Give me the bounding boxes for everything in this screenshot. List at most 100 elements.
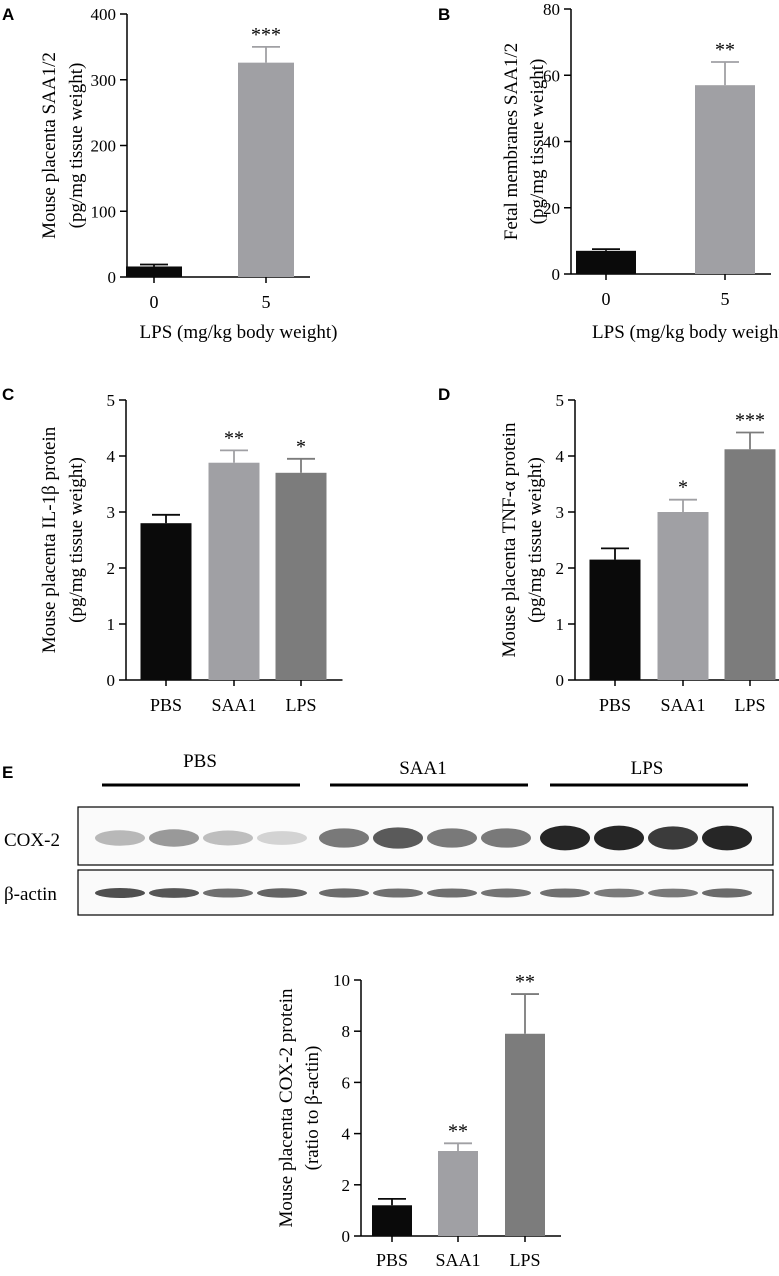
x-tick-label: 0 bbox=[150, 292, 159, 312]
blot-band bbox=[95, 888, 145, 898]
blot-band bbox=[257, 831, 307, 845]
blot-band bbox=[648, 888, 698, 898]
x-axis-label: LPS (mg/kg body weight) bbox=[592, 322, 779, 343]
x-tick-label: SAA1 bbox=[660, 695, 705, 715]
x-tick-label: 0 bbox=[602, 289, 611, 309]
significance-label: *** bbox=[251, 24, 281, 46]
significance-label: ** bbox=[515, 971, 535, 993]
y-tick-label: 2 bbox=[107, 559, 116, 578]
y-tick-label: 200 bbox=[91, 137, 117, 156]
x-axis-label: LPS (mg/kg body weight) bbox=[140, 322, 338, 343]
y-tick-label: 3 bbox=[107, 503, 116, 522]
blot-band bbox=[648, 826, 698, 850]
blot-group-label-saa1: SAA1 bbox=[399, 758, 447, 779]
blot-band bbox=[319, 828, 369, 848]
blot-group-label-pbs: PBS bbox=[183, 751, 217, 772]
blot-band bbox=[95, 830, 145, 846]
x-tick-label: LPS bbox=[734, 695, 765, 715]
y-tick-label: 2 bbox=[556, 559, 565, 578]
blot-band bbox=[540, 888, 590, 898]
panel-letter-e: E bbox=[2, 763, 13, 782]
y-axis-label: Mouse placenta IL-1β protein bbox=[39, 426, 60, 653]
y-tick-label: 4 bbox=[342, 1125, 351, 1144]
blot-band bbox=[149, 888, 199, 898]
x-tick-label: SAA1 bbox=[211, 695, 256, 715]
blot-band bbox=[481, 828, 531, 848]
y-tick-label: 5 bbox=[556, 391, 565, 410]
y-axis-label: Mouse placenta SAA1/2 bbox=[39, 52, 60, 239]
blot-band bbox=[203, 888, 253, 898]
y-tick-label: 300 bbox=[91, 71, 117, 90]
y-tick-label: 4 bbox=[107, 447, 116, 466]
y-tick-label: 6 bbox=[342, 1073, 351, 1092]
blot-band bbox=[540, 825, 590, 851]
y-tick-label: 3 bbox=[556, 503, 565, 522]
y-tick-label: 1 bbox=[556, 615, 565, 634]
bar bbox=[657, 512, 709, 680]
significance-label: * bbox=[678, 477, 688, 499]
bar bbox=[238, 62, 294, 277]
y-tick-label: 4 bbox=[556, 447, 565, 466]
x-tick-label: 5 bbox=[262, 292, 271, 312]
bar bbox=[576, 250, 636, 274]
blot-row-label-cox2: COX-2 bbox=[4, 830, 60, 851]
bar bbox=[589, 559, 641, 680]
y-tick-label: 0 bbox=[552, 265, 561, 284]
y-tick-label: 0 bbox=[556, 671, 565, 690]
chart-b: 0 20 40 60 80 0 ** 5 Fetal membranes SAA1/2 (pg/m… bbox=[501, 0, 779, 343]
y-tick-label: 0 bbox=[107, 671, 116, 690]
y-tick-label: 0 bbox=[342, 1227, 351, 1246]
y-axis-label: (pg/mg tissue weight) bbox=[527, 59, 548, 225]
y-axis-label: (pg/mg tissue weight) bbox=[66, 63, 87, 229]
bar bbox=[372, 1205, 412, 1236]
y-tick-label: 400 bbox=[91, 5, 117, 24]
y-axis-label: Fetal membranes SAA1/2 bbox=[501, 43, 522, 240]
significance-label: ** bbox=[224, 427, 244, 449]
blot-band bbox=[594, 825, 644, 851]
blot-band bbox=[427, 828, 477, 848]
y-axis-label: Mouse placenta TNF-α protein bbox=[499, 422, 520, 657]
blot-band bbox=[427, 888, 477, 898]
y-axis-label: (ratio to β-actin) bbox=[302, 1046, 323, 1171]
blot-row-label-beta-actin: β-actin bbox=[4, 884, 57, 905]
western-blot: PBS SAA1 LPS COX-2 β-actin bbox=[4, 751, 774, 916]
blot-band bbox=[702, 825, 752, 851]
bar bbox=[140, 523, 192, 680]
y-tick-label: 2 bbox=[342, 1176, 351, 1195]
blot-band bbox=[594, 888, 644, 898]
bar bbox=[724, 449, 776, 680]
y-tick-label: 40 bbox=[543, 133, 560, 152]
y-tick-label: 80 bbox=[543, 0, 560, 19]
x-tick-label: 5 bbox=[721, 289, 730, 309]
bar bbox=[126, 266, 182, 277]
bar bbox=[275, 472, 327, 680]
bar bbox=[505, 1033, 545, 1236]
significance-label: ** bbox=[715, 39, 735, 61]
chart-c: 0 1 2 3 4 5 PBS ** SAA1 * LPS Mouse placenta IL-1β … bbox=[39, 391, 343, 715]
y-axis-label: (pg/mg tissue weight) bbox=[525, 457, 546, 623]
chart-d: 0 1 2 3 4 5 PBS * SAA1 *** LPS Mouse placenta TNF-α… bbox=[499, 391, 779, 715]
x-tick-label: LPS bbox=[285, 695, 316, 715]
significance-label: ** bbox=[448, 1120, 468, 1142]
y-tick-label: 20 bbox=[543, 199, 560, 218]
panel-letter-d: D bbox=[438, 385, 450, 404]
chart-e: 0 2 4 6 8 10 PBS ** SAA1 ** LPS Mouse placenta COX-… bbox=[276, 971, 561, 1270]
y-tick-label: 0 bbox=[108, 268, 117, 287]
y-tick-label: 8 bbox=[342, 1022, 351, 1041]
panel-letter-c: C bbox=[2, 385, 14, 404]
y-tick-label: 100 bbox=[91, 202, 117, 221]
y-axis-label: Mouse placenta COX-2 protein bbox=[276, 988, 297, 1228]
blot-band bbox=[373, 888, 423, 898]
blot-band bbox=[373, 827, 423, 849]
blot-band bbox=[257, 888, 307, 898]
blot-band bbox=[702, 888, 752, 898]
blot-band bbox=[319, 888, 369, 898]
bar bbox=[695, 85, 755, 274]
x-tick-label: LPS bbox=[509, 1250, 540, 1270]
y-axis-label: (pg/mg tissue weight) bbox=[66, 457, 87, 623]
bar bbox=[438, 1151, 478, 1236]
panel-letter-a: A bbox=[2, 5, 14, 24]
x-tick-label: PBS bbox=[150, 695, 182, 715]
significance-label: * bbox=[296, 436, 306, 458]
